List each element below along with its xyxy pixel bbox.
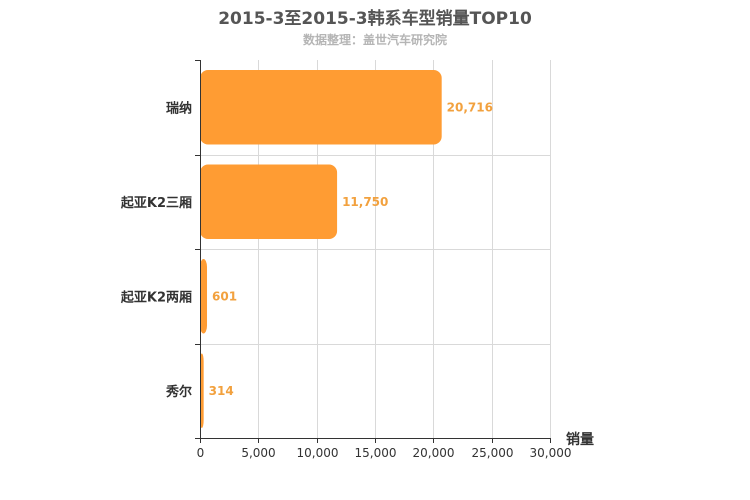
bar-value-label: 20,716 <box>447 100 493 114</box>
category-label: 起亚K2两厢 <box>120 289 192 305</box>
bar-value-label: 601 <box>212 289 237 303</box>
x-tick-label: 15,000 <box>355 446 397 460</box>
x-tick-label: 30,000 <box>530 446 572 460</box>
category-label: 起亚K2三厢 <box>120 195 192 211</box>
x-tick-label: 20,000 <box>413 446 455 460</box>
bar <box>200 70 442 145</box>
x-axis-title: 销量 <box>566 431 594 448</box>
chart-subtitle: 数据整理：盖世汽车研究院 <box>302 33 447 47</box>
bar <box>200 259 208 334</box>
bar-value-label: 11,750 <box>342 195 388 209</box>
chart-title: 2015-3至2015-3韩系车型销量TOP10 <box>218 9 532 29</box>
axes <box>195 60 551 443</box>
category-label: 瑞纳 <box>166 100 192 116</box>
bar <box>200 164 338 239</box>
bar-value-label: 314 <box>209 384 234 398</box>
x-tick-label: 25,000 <box>472 446 514 460</box>
category-label: 秀尔 <box>165 384 192 400</box>
x-tick-label: 10,000 <box>297 446 339 460</box>
labels: 20,716 瑞纳 11,750 起亚K2三厢 601 起亚K2两厢 314 秀尔 0 5,000… <box>120 100 594 460</box>
bars <box>200 70 442 428</box>
x-tick-label: 0 <box>197 446 205 460</box>
x-tick-label: 5,000 <box>241 446 275 460</box>
